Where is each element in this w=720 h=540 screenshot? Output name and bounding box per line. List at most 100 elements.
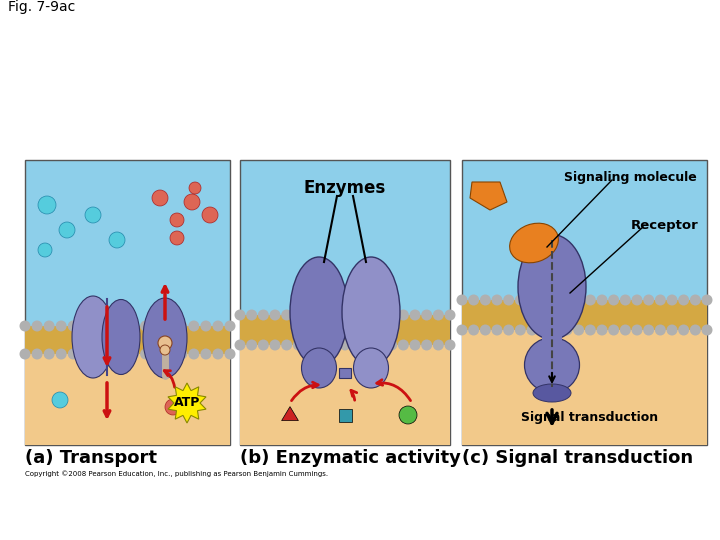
Circle shape (351, 309, 362, 321)
Ellipse shape (143, 298, 187, 378)
Circle shape (80, 348, 91, 360)
Circle shape (38, 243, 52, 257)
Circle shape (128, 321, 139, 332)
Circle shape (152, 321, 163, 332)
Circle shape (654, 294, 666, 306)
Circle shape (44, 321, 55, 332)
Circle shape (631, 294, 642, 306)
Circle shape (328, 309, 339, 321)
Circle shape (200, 321, 212, 332)
Circle shape (59, 222, 75, 238)
Circle shape (667, 325, 678, 335)
Circle shape (316, 340, 327, 350)
Circle shape (363, 309, 374, 321)
Circle shape (386, 309, 397, 321)
Circle shape (678, 294, 689, 306)
Circle shape (176, 321, 187, 332)
Circle shape (596, 325, 608, 335)
Text: Signal transduction: Signal transduction (521, 410, 659, 423)
Circle shape (678, 325, 689, 335)
Circle shape (68, 321, 78, 332)
Circle shape (421, 340, 432, 350)
Circle shape (410, 309, 420, 321)
Circle shape (44, 348, 55, 360)
Circle shape (399, 406, 417, 424)
Circle shape (152, 190, 168, 206)
Circle shape (573, 294, 584, 306)
Circle shape (515, 294, 526, 306)
Circle shape (398, 340, 409, 350)
Circle shape (433, 340, 444, 350)
Circle shape (503, 294, 514, 306)
Circle shape (225, 321, 235, 332)
Bar (339, 368, 351, 378)
Polygon shape (168, 383, 206, 423)
Ellipse shape (290, 257, 348, 367)
Circle shape (282, 309, 292, 321)
Ellipse shape (533, 384, 571, 402)
Circle shape (116, 348, 127, 360)
Circle shape (140, 348, 151, 360)
Bar (25, 160, 230, 445)
Circle shape (468, 325, 480, 335)
Circle shape (631, 325, 642, 335)
Circle shape (164, 348, 175, 360)
Circle shape (116, 321, 127, 332)
Circle shape (340, 309, 351, 321)
Ellipse shape (302, 348, 336, 388)
Circle shape (19, 348, 30, 360)
Circle shape (398, 309, 409, 321)
Text: Enzymes: Enzymes (304, 179, 386, 197)
Bar (25, 340, 230, 445)
Circle shape (421, 309, 432, 321)
Circle shape (456, 294, 467, 306)
Circle shape (293, 340, 304, 350)
Circle shape (690, 294, 701, 306)
Bar (462, 300, 707, 330)
Circle shape (158, 336, 172, 350)
Circle shape (550, 294, 561, 306)
Circle shape (235, 309, 246, 321)
Circle shape (32, 348, 42, 360)
Text: (b) Enzymatic activity: (b) Enzymatic activity (240, 449, 461, 467)
Circle shape (305, 340, 315, 350)
Bar (339, 409, 352, 422)
Circle shape (374, 340, 385, 350)
Circle shape (164, 321, 175, 332)
Text: Fig. 7-9ac: Fig. 7-9ac (8, 0, 76, 14)
Circle shape (225, 348, 235, 360)
Circle shape (444, 340, 456, 350)
Circle shape (526, 325, 538, 335)
Circle shape (515, 325, 526, 335)
Circle shape (104, 348, 115, 360)
Circle shape (562, 294, 572, 306)
Circle shape (19, 321, 30, 332)
Circle shape (38, 196, 56, 214)
Circle shape (176, 348, 187, 360)
Circle shape (269, 309, 281, 321)
Text: ATP: ATP (174, 396, 200, 409)
Circle shape (503, 325, 514, 335)
Circle shape (701, 294, 713, 306)
Circle shape (258, 340, 269, 350)
Circle shape (573, 325, 584, 335)
Circle shape (282, 340, 292, 350)
Circle shape (316, 309, 327, 321)
Circle shape (585, 325, 596, 335)
Circle shape (170, 213, 184, 227)
Bar (548, 385, 556, 395)
Ellipse shape (72, 296, 114, 378)
Text: Copyright ©2008 Pearson Education, Inc., publishing as Pearson Benjamin Cummings: Copyright ©2008 Pearson Education, Inc.,… (25, 471, 328, 477)
Circle shape (293, 309, 304, 321)
Ellipse shape (524, 338, 580, 393)
Circle shape (32, 321, 42, 332)
Circle shape (468, 294, 480, 306)
Bar (462, 160, 707, 445)
Circle shape (104, 321, 115, 332)
Text: (a) Transport: (a) Transport (25, 449, 157, 467)
Text: Signaling molecule: Signaling molecule (564, 172, 697, 185)
Circle shape (456, 325, 467, 335)
Circle shape (608, 325, 619, 335)
Circle shape (269, 340, 281, 350)
Circle shape (85, 207, 101, 223)
